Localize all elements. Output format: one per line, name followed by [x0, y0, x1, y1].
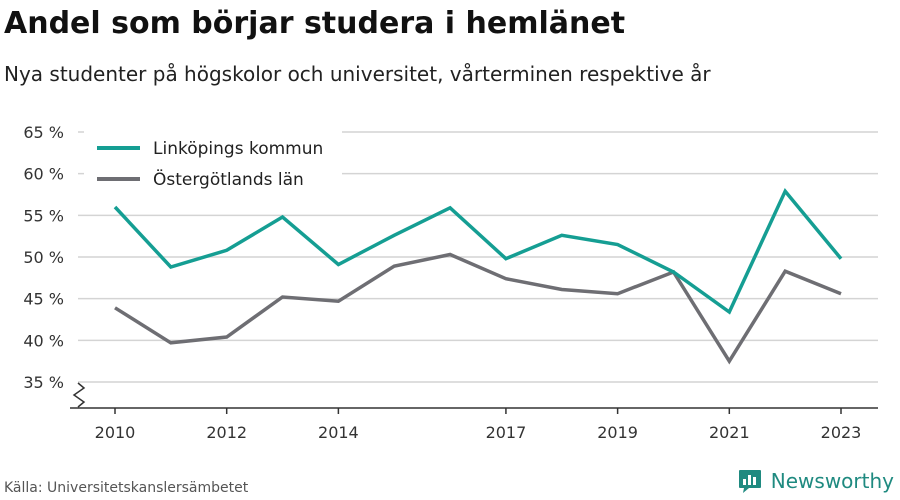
y-tick-label: 35 %	[23, 373, 64, 392]
x-tick-label: 2010	[95, 423, 136, 442]
x-tick-label: 2021	[709, 423, 750, 442]
brand-logo: Newsworthy	[737, 468, 894, 494]
legend-label: Linköpings kommun	[153, 139, 323, 159]
series-lines	[113, 187, 843, 365]
y-tick-label: 55 %	[23, 206, 64, 225]
source-note: Källa: Universitetskanslersämbetet	[4, 480, 249, 496]
y-tick-label: 60 %	[23, 165, 64, 184]
legend: Linköpings kommun Östergötlands län	[84, 128, 342, 198]
y-axis-break	[72, 382, 86, 408]
x-tick-label: 2017	[486, 423, 527, 442]
axes: 35 % 40 % 45 % 50 % 55 % 60 % 65 % 2010 2012 2014…	[23, 123, 878, 442]
x-tick-label: 2012	[206, 423, 247, 442]
chart-subtitle: Nya studenter på högskolor och universit…	[4, 62, 711, 86]
y-tick-label: 50 %	[23, 248, 64, 267]
series-line-ostergotlands-lan	[114, 252, 842, 365]
brand-name: Newsworthy	[770, 469, 894, 493]
chart-title: Andel som börjar studera i hemlänet	[4, 6, 626, 41]
line-chart: 35 % 40 % 45 % 50 % 55 % 60 % 65 % 2010 2012 2014…	[23, 123, 878, 442]
legend-background	[84, 128, 342, 198]
x-tick-label: 2014	[318, 423, 359, 442]
series-line-linkopings-kommun	[113, 187, 843, 315]
y-tick-label: 45 %	[23, 290, 64, 309]
x-tick-label: 2023	[821, 423, 862, 442]
y-tick-label: 40 %	[23, 331, 64, 350]
y-tick-label: 65 %	[23, 123, 64, 142]
legend-label: Östergötlands län	[153, 168, 304, 190]
x-tick-label: 2019	[597, 423, 638, 442]
newsworthy-logo-icon	[738, 470, 761, 493]
